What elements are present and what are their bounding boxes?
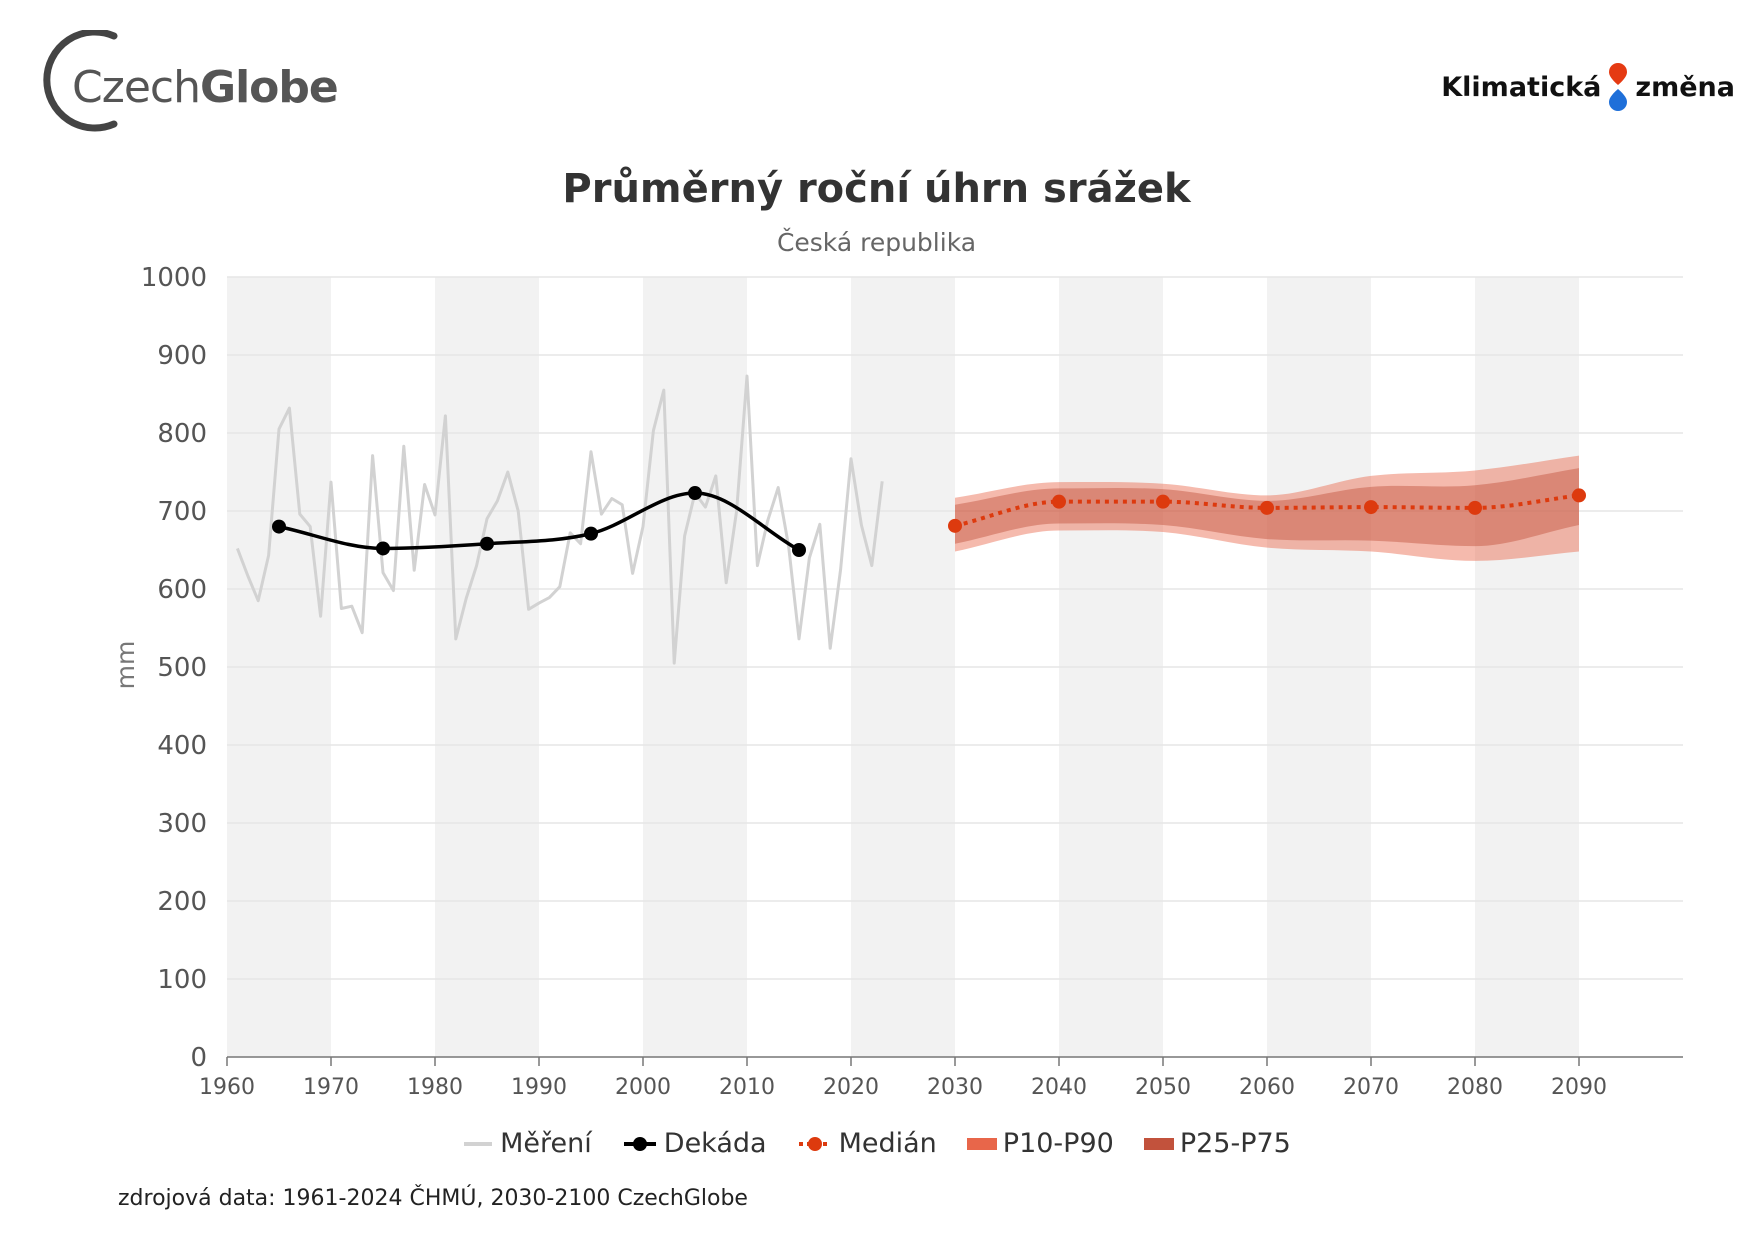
y-tick-label: 100 <box>157 965 207 995</box>
source-note: zdrojová data: 1961-2024 ČHMÚ, 2030-2100… <box>118 1186 748 1211</box>
legend-swatch-p10-p90 <box>966 1137 997 1150</box>
y-tick-label: 0 <box>190 1043 207 1073</box>
y-tick-label: 200 <box>157 887 207 917</box>
legend-swatch-measured <box>464 1141 493 1146</box>
x-tick-label: 2070 <box>1343 1075 1399 1100</box>
legend-item-median[interactable]: Medián <box>797 1128 937 1159</box>
decade-point <box>688 486 702 501</box>
y-tick-label: 700 <box>157 497 207 527</box>
czechglobe-logo-text: CzechGlobe <box>72 62 339 113</box>
x-tick-label: 2080 <box>1447 1075 1503 1100</box>
y-tick-label: 400 <box>157 731 207 761</box>
legend-swatch-median <box>798 1136 831 1151</box>
y-axis-label: mm <box>111 641 140 690</box>
x-tick-label: 2030 <box>927 1075 983 1100</box>
median-point <box>1572 488 1586 503</box>
median-point <box>1260 500 1274 515</box>
x-tick-label: 1970 <box>303 1075 359 1100</box>
median-point <box>1052 494 1066 509</box>
x-tick-label: 2060 <box>1239 1075 1295 1100</box>
y-tick-label: 300 <box>157 809 207 839</box>
x-tick-label: 2010 <box>719 1075 775 1100</box>
legend-label-measured: Měření <box>500 1128 592 1159</box>
decade-point <box>584 526 598 541</box>
legend-label-median: Medián <box>838 1128 937 1159</box>
y-tick-label: 1000 <box>141 263 207 293</box>
klimaticka-zmena-logo: Klimatická změna <box>1441 62 1735 112</box>
legend-label-decade: Dekáda <box>663 1128 767 1159</box>
x-tick-label: 2020 <box>823 1075 879 1100</box>
logo-word-2: změna <box>1635 71 1735 103</box>
y-tick-label: 600 <box>157 575 207 605</box>
x-tick-label: 1960 <box>199 1075 255 1100</box>
legend-label-p25-p75: P25-P75 <box>1179 1128 1291 1159</box>
legend-item-decade[interactable]: Dekáda <box>622 1128 767 1159</box>
chart-subtitle: Česká republika <box>776 228 977 257</box>
decade-point <box>792 543 806 557</box>
logo-word-1: Klimatická <box>1441 71 1602 103</box>
y-tick-label: 900 <box>157 341 207 371</box>
x-tick-label: 2000 <box>615 1075 671 1100</box>
x-tick-label: 1990 <box>511 1075 567 1100</box>
median-point <box>948 518 962 533</box>
x-tick-label: 2090 <box>1551 1075 1607 1100</box>
legend: Měření Dekáda Medián P10-P90 P25-P75 <box>0 1128 1753 1159</box>
czechglobe-arc-icon <box>43 30 118 132</box>
x-tick-label: 1980 <box>407 1075 463 1100</box>
legend-swatch-p25-p75 <box>1143 1137 1174 1150</box>
series-line-measured <box>235 374 884 665</box>
legend-label-p10-p90: P10-P90 <box>1002 1128 1114 1159</box>
legend-item-measured[interactable]: Měření <box>462 1128 592 1159</box>
chart-title: Průměrný roční úhrn srážek <box>562 166 1191 212</box>
czechglobe-logo: CzechGlobe <box>34 30 339 140</box>
decade-point <box>272 519 286 534</box>
y-tick-label: 800 <box>157 419 207 449</box>
legend-swatch-decade <box>623 1136 656 1151</box>
median-point <box>1156 494 1170 509</box>
drops-icon <box>1609 63 1628 111</box>
decade-point <box>480 536 494 551</box>
decade-point <box>376 541 390 556</box>
legend-item-p25-p75[interactable]: P25-P75 <box>1143 1128 1291 1159</box>
y-tick-label: 500 <box>157 653 207 683</box>
median-point <box>1468 500 1482 515</box>
x-tick-label: 2050 <box>1135 1075 1191 1100</box>
legend-item-p10-p90[interactable]: P10-P90 <box>966 1128 1114 1159</box>
x-tick-label: 2040 <box>1031 1075 1087 1100</box>
median-point <box>1364 500 1378 515</box>
series-line-decade <box>278 491 800 552</box>
